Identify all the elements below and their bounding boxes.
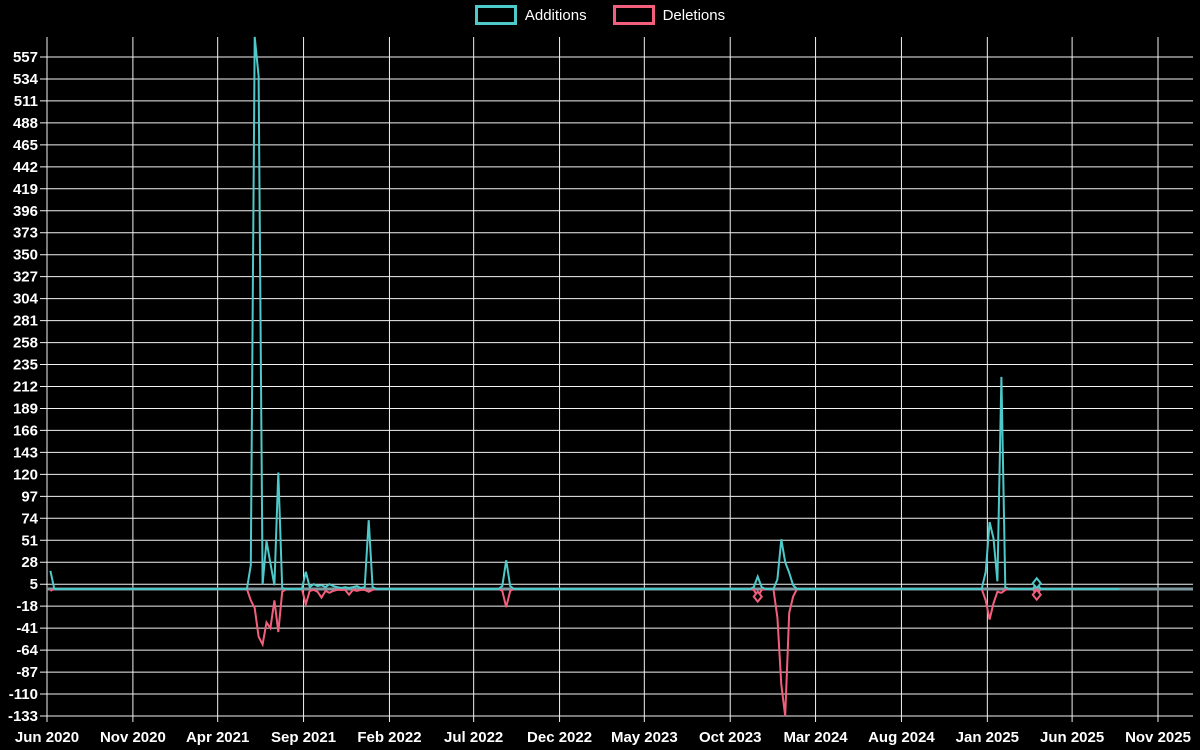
- y-tick-label: 28: [21, 554, 38, 571]
- y-tick-label: 396: [13, 203, 38, 220]
- x-tick-label: Jul 2022: [444, 729, 503, 746]
- y-tick-label: 442: [13, 159, 38, 176]
- x-tick-label: Dec 2022: [527, 729, 592, 746]
- x-tick-label: Nov 2020: [100, 729, 166, 746]
- y-tick-label: 511: [14, 93, 38, 110]
- x-tick-label: May 2023: [611, 729, 678, 746]
- y-tick-label: 419: [13, 181, 38, 198]
- x-tick-label: Oct 2023: [699, 729, 762, 746]
- y-tick-label: 51: [21, 532, 38, 549]
- legend-label-additions: Additions: [524, 6, 587, 24]
- y-tick-label: 166: [13, 422, 38, 439]
- legend-label-deletions: Deletions: [662, 6, 726, 24]
- marker-diamond-icon: [752, 590, 764, 604]
- y-tick-label: 258: [13, 335, 38, 352]
- y-tick-label: 327: [13, 269, 38, 286]
- y-tick-label: 350: [13, 247, 38, 264]
- y-tick-label: -87: [16, 664, 38, 681]
- y-tick-label: 373: [13, 225, 38, 242]
- additions-line: [49, 36, 1120, 590]
- y-tick-label: 97: [21, 488, 38, 505]
- deletions-swatch-icon: [612, 5, 655, 25]
- x-tick-label: Aug 2024: [868, 729, 935, 746]
- y-tick-label: 212: [13, 379, 38, 396]
- y-tick-label: 534: [13, 71, 39, 88]
- additions-swatch-icon: [474, 5, 517, 25]
- legend-item-deletions[interactable]: Deletions: [612, 5, 726, 25]
- y-tick-label: -110: [9, 686, 38, 703]
- marker-diamond-icon: [1031, 588, 1043, 602]
- y-tick-label: -64: [16, 642, 38, 659]
- y-tick-label: 557: [13, 49, 38, 66]
- y-tick-label: 74: [21, 510, 38, 527]
- x-tick-label: Nov 2025: [1125, 729, 1191, 746]
- y-tick-label: 235: [13, 357, 38, 374]
- x-tick-label: Feb 2022: [357, 729, 421, 746]
- x-tick-label: Sep 2021: [271, 729, 336, 746]
- y-tick-label: -41: [16, 620, 38, 637]
- y-tick-label: 281: [13, 313, 38, 330]
- y-tick-label: -133: [8, 708, 38, 725]
- y-tick-label: 465: [13, 137, 38, 154]
- legend-item-additions[interactable]: Additions: [474, 5, 587, 25]
- y-tick-label: 120: [13, 466, 38, 483]
- y-tick-label: 488: [13, 115, 38, 132]
- x-tick-label: Mar 2024: [783, 729, 848, 746]
- y-tick-label: 304: [13, 291, 39, 308]
- y-tick-label: 143: [13, 444, 38, 461]
- x-tick-label: Jun 2025: [1040, 729, 1104, 746]
- y-tick-label: -18: [16, 598, 38, 615]
- chart-legend: Additions Deletions: [0, 5, 1200, 25]
- deletions-line: [49, 588, 1120, 717]
- y-tick-label: 5: [30, 576, 38, 593]
- y-tick-label: 189: [13, 400, 38, 417]
- x-tick-label: Jun 2020: [15, 729, 79, 746]
- x-tick-label: Jan 2025: [956, 729, 1019, 746]
- x-tick-label: Apr 2021: [186, 729, 249, 746]
